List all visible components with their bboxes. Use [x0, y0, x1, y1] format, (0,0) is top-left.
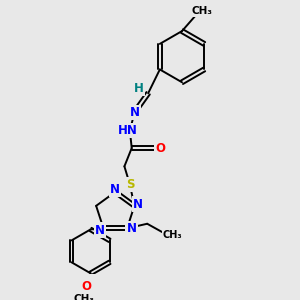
Text: N: N [130, 106, 140, 119]
Text: N: N [110, 183, 120, 196]
Text: N: N [127, 222, 137, 235]
Text: O: O [81, 280, 91, 292]
Text: N: N [95, 224, 105, 237]
Text: CH₃: CH₃ [74, 294, 95, 300]
Text: H: H [134, 82, 144, 95]
Text: O: O [155, 142, 165, 154]
Text: S: S [126, 178, 134, 191]
Text: HN: HN [118, 124, 138, 137]
Text: CH₃: CH₃ [192, 6, 213, 16]
Text: N: N [133, 197, 143, 211]
Text: CH₃: CH₃ [163, 230, 183, 240]
